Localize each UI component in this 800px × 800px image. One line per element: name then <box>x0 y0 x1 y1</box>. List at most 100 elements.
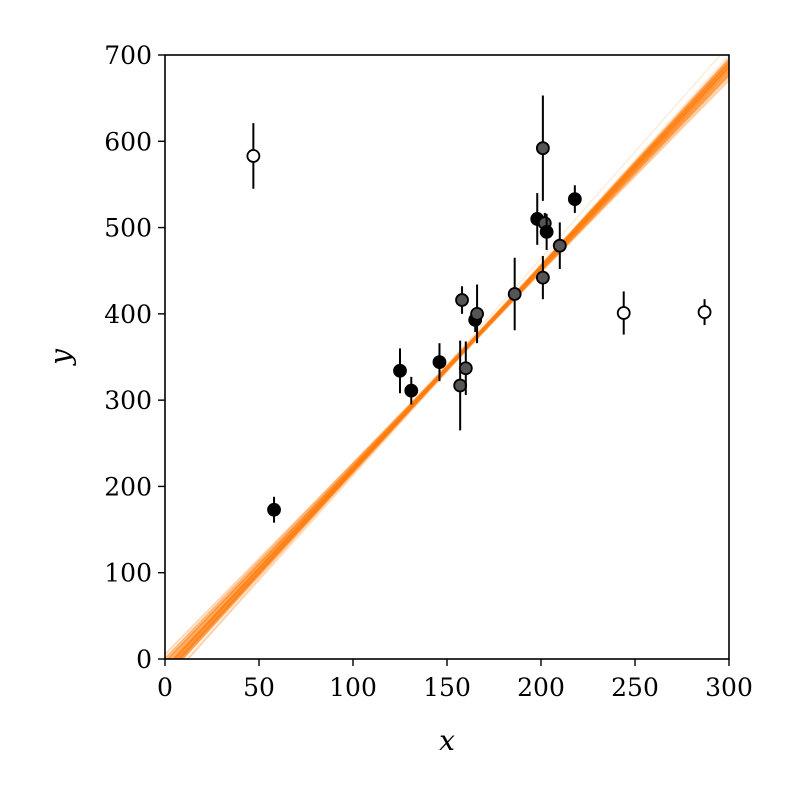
fit-line <box>169 73 729 659</box>
fit-line <box>179 64 729 659</box>
fit-line <box>165 73 729 659</box>
fit-line <box>168 67 729 659</box>
fit-line <box>166 74 729 659</box>
fit-line <box>179 61 729 659</box>
data-point <box>267 496 281 523</box>
point-marker <box>458 361 473 376</box>
data-point <box>539 213 554 251</box>
data-point <box>507 257 522 331</box>
fit-line <box>166 76 729 659</box>
fit-line <box>167 75 729 659</box>
fit-line <box>179 59 729 659</box>
fit-line <box>165 80 729 656</box>
point-marker <box>455 293 469 307</box>
point-marker <box>552 238 567 253</box>
fit-line <box>177 62 729 659</box>
fit-line <box>174 65 729 659</box>
x-tick-label: 50 <box>243 673 275 702</box>
x-tick-label: 100 <box>329 673 377 702</box>
fit-line <box>182 60 729 659</box>
fit-line <box>173 64 729 659</box>
fit-line <box>174 63 729 659</box>
data-point <box>458 341 473 395</box>
point-marker <box>697 305 712 320</box>
fit-line <box>175 67 729 659</box>
fit-line <box>165 76 729 659</box>
fit-line <box>175 68 729 659</box>
fit-line <box>187 55 722 659</box>
fit-line <box>172 68 729 659</box>
point-marker <box>567 192 582 206</box>
data-point <box>432 343 447 382</box>
point-marker <box>535 270 550 285</box>
fit-line <box>178 62 729 659</box>
fit-line <box>174 67 729 659</box>
fit-line <box>165 72 729 659</box>
fit-line <box>170 74 729 659</box>
fit-lines-group <box>165 55 729 659</box>
data-point <box>552 222 567 269</box>
fit-line <box>168 71 729 659</box>
fit-line <box>181 62 729 659</box>
fit-line <box>173 67 729 659</box>
fit-line <box>178 64 729 659</box>
fit-line <box>176 66 729 659</box>
point-marker <box>470 306 484 321</box>
fit-line <box>172 67 729 659</box>
fit-line <box>171 68 729 659</box>
outlier-point <box>616 291 631 335</box>
fit-line <box>185 57 729 659</box>
y-tick-label: 200 <box>104 472 152 501</box>
fit-line <box>181 57 729 659</box>
fit-line <box>175 63 729 659</box>
x-tick-label: 150 <box>423 673 471 702</box>
fit-line <box>180 59 729 659</box>
fit-line <box>168 74 729 659</box>
data-point <box>567 185 582 213</box>
fit-line <box>173 70 729 659</box>
outlier-point <box>246 123 261 189</box>
fit-line <box>177 65 729 659</box>
y-tick-label: 300 <box>104 386 152 415</box>
fit-line <box>178 61 729 659</box>
fit-line <box>167 69 729 659</box>
fit-line <box>177 59 729 659</box>
fit-line <box>167 72 729 659</box>
fit-line <box>173 67 729 659</box>
fit-line <box>182 57 729 659</box>
data-point <box>535 256 550 300</box>
fit-line <box>180 61 729 659</box>
fit-line <box>176 63 729 659</box>
fit-line <box>172 70 729 659</box>
fit-line <box>178 62 729 659</box>
fit-line <box>174 65 729 659</box>
fit-line <box>166 74 729 659</box>
fit-line <box>177 64 729 659</box>
fit-line <box>165 80 729 654</box>
fit-line <box>173 65 729 659</box>
fit-line <box>166 73 729 659</box>
fit-line <box>178 62 729 659</box>
data-point <box>455 286 469 314</box>
fit-line <box>177 66 729 659</box>
data-point <box>393 348 407 394</box>
fit-line <box>172 68 729 659</box>
point-marker <box>507 287 522 301</box>
x-tick-label: 300 <box>705 673 753 702</box>
data-point <box>404 376 419 405</box>
fit-line <box>166 78 729 659</box>
fit-line <box>165 75 729 659</box>
fit-line <box>172 71 729 659</box>
y-axis-label: y <box>44 348 77 367</box>
fit-line <box>175 62 729 659</box>
fit-line <box>178 67 729 659</box>
fit-line <box>172 67 729 659</box>
point-marker <box>539 224 554 239</box>
fit-line <box>176 65 729 659</box>
fit-line <box>171 70 729 659</box>
point-marker <box>246 149 261 163</box>
fit-line <box>165 71 729 659</box>
y-tick-label: 100 <box>104 559 152 588</box>
fit-line <box>179 62 729 659</box>
